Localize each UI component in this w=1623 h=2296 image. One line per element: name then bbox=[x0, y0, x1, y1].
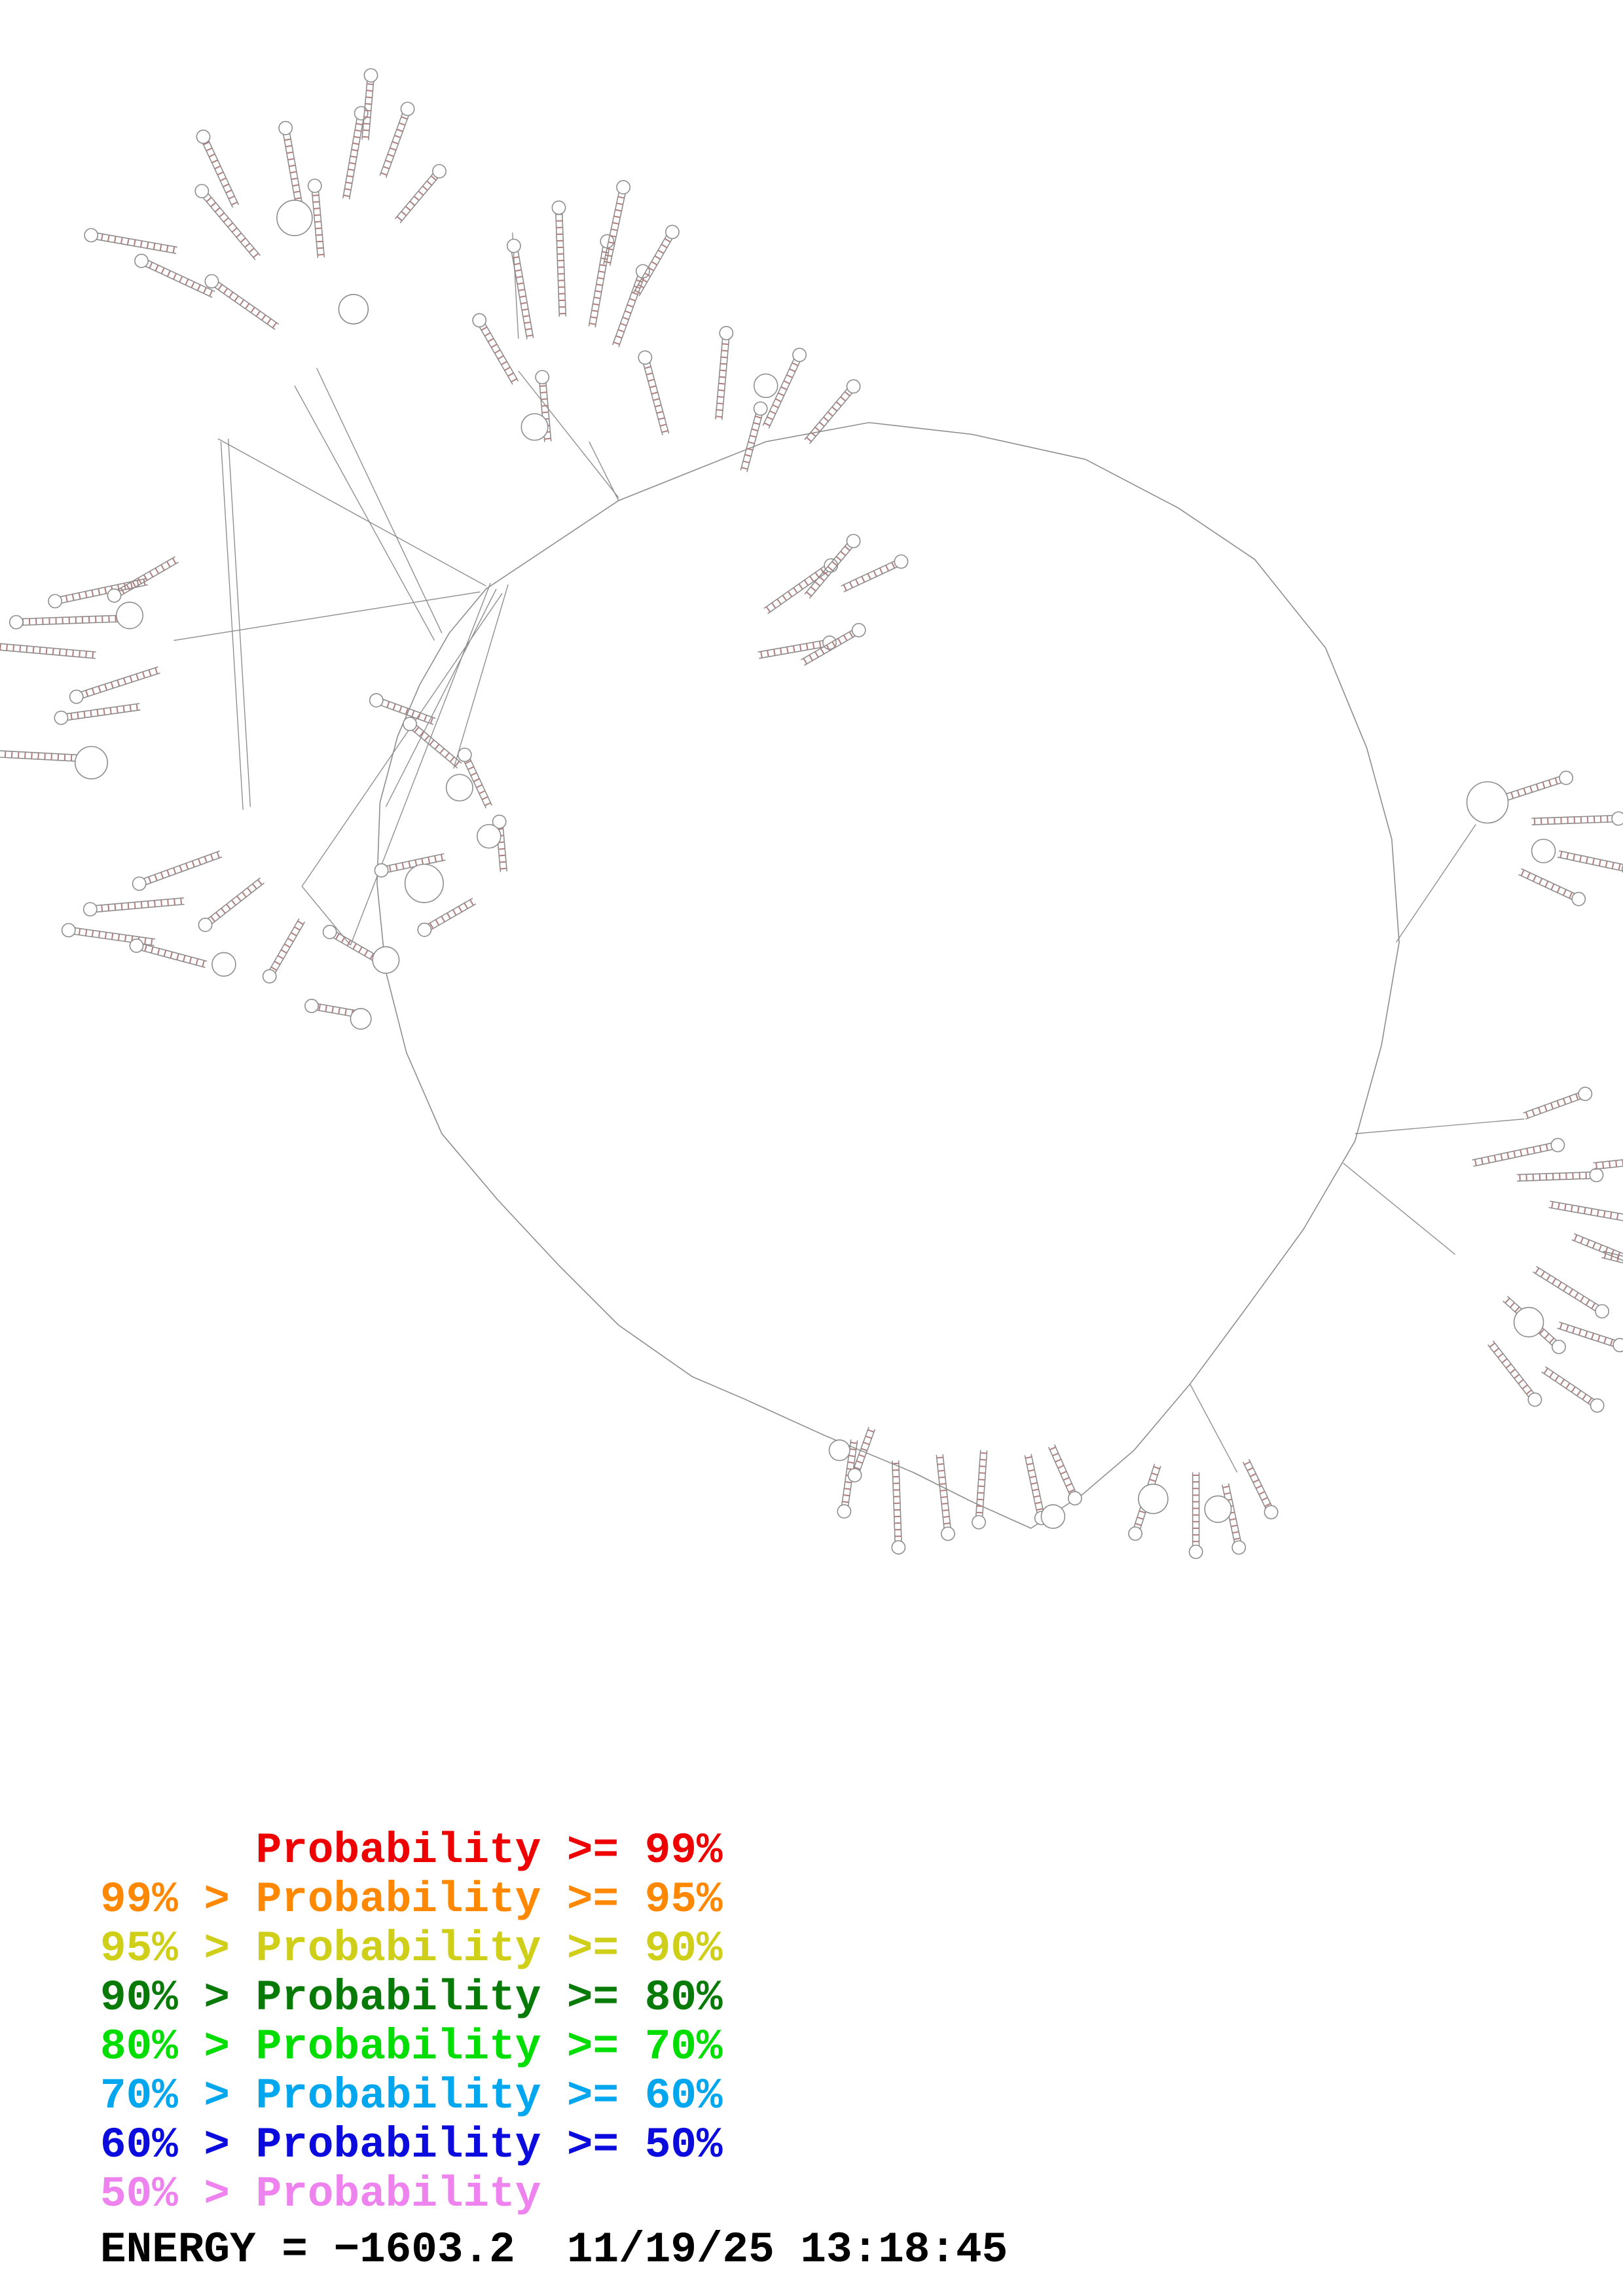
legend-line-80-90: 90% > Probability >= 80% bbox=[100, 1973, 723, 2022]
legend-line-95-99: 99% > Probability >= 95% bbox=[100, 1875, 723, 1924]
legend-line-99: Probability >= 99% bbox=[100, 1826, 723, 1875]
legend-line-below-50: 50% > Probability bbox=[100, 2170, 541, 2219]
energy-text: ENERGY = −1603.2 11/19/25 13:18:45 bbox=[100, 2225, 1008, 2274]
rna-structure-svg bbox=[0, 68, 1623, 1559]
rna-structure-diagram bbox=[0, 68, 1623, 1559]
legend-line-50-60: 60% > Probability >= 50% bbox=[100, 2121, 723, 2170]
legend-line-60-70: 70% > Probability >= 60% bbox=[100, 2072, 723, 2121]
legend-line-90-95: 95% > Probability >= 90% bbox=[100, 1924, 723, 1973]
probability-legend: Probability >= 99% 99% > Probability >= … bbox=[100, 1826, 723, 2219]
legend-line-70-80: 80% > Probability >= 70% bbox=[100, 2022, 723, 2072]
